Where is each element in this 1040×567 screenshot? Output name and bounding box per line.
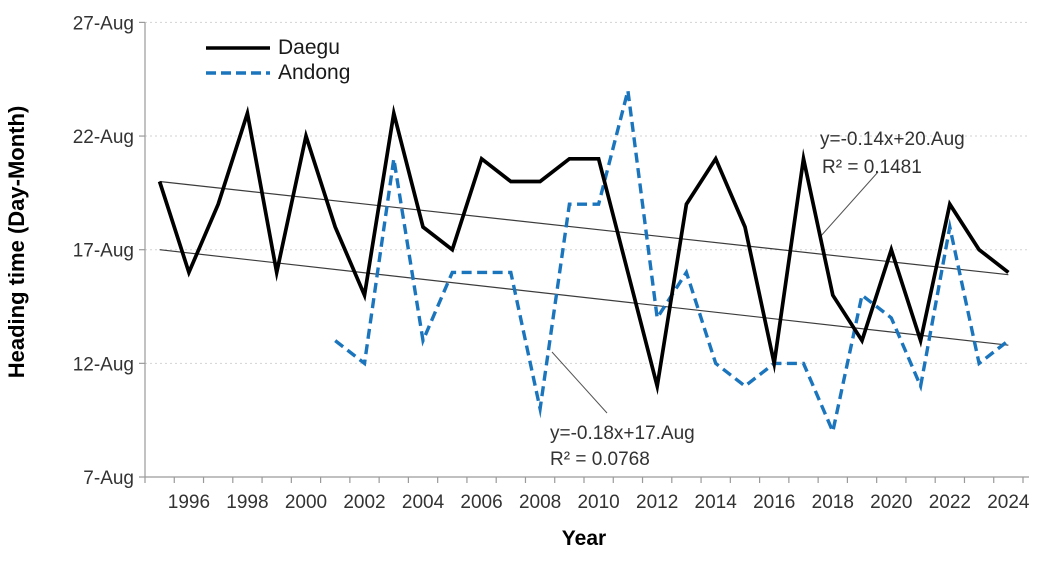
series-line-daegu <box>157 104 1010 396</box>
y-tick-label-12-Aug: 12-Aug <box>73 354 134 375</box>
trendline-equation-andong: y=-0.18x+17.Aug <box>550 423 695 444</box>
x-tick-label-2008: 2008 <box>519 492 561 513</box>
annotation-leader-line-andong <box>551 351 608 414</box>
y-tick-label-22-Aug: 22-Aug <box>73 127 134 148</box>
y-tick-label-7-Aug: 7-Aug <box>83 468 134 489</box>
trendline-andong <box>159 249 1009 346</box>
x-tick-label-2014: 2014 <box>695 492 738 513</box>
x-tick-label-2022: 2022 <box>929 492 971 513</box>
x-tick-label-2006: 2006 <box>460 492 502 513</box>
legend-item-daegu: Daegu <box>205 35 350 60</box>
legend-label-daegu: Daegu <box>278 36 340 59</box>
legend: Daegu Andong <box>205 35 350 85</box>
legend-swatch-andong <box>206 70 270 75</box>
y-tick-label-27-Aug: 27-Aug <box>73 13 134 34</box>
y-axis-title: Heading time (Day-Month) <box>4 105 29 379</box>
x-tick-label-2012: 2012 <box>636 492 678 513</box>
x-tick-label-2020: 2020 <box>870 492 912 513</box>
trendline-equation-daegu: y=-0.14x+20.Aug <box>820 129 965 150</box>
x-tick-label-2004: 2004 <box>402 492 445 513</box>
x-tick-label-2024: 2024 <box>987 492 1030 513</box>
x-tick-label-2016: 2016 <box>753 492 795 513</box>
trendline-r2-daegu: R² = 0.1481 <box>822 157 922 178</box>
x-tick-label-2018: 2018 <box>812 492 854 513</box>
legend-label-andong: Andong <box>278 61 351 84</box>
x-tick-label-1996: 1996 <box>168 492 210 513</box>
legend-item-andong: Andong <box>205 60 350 85</box>
x-tick-label-2010: 2010 <box>577 492 619 513</box>
y-tick-label-17-Aug: 17-Aug <box>73 241 134 262</box>
x-axis-title: Year <box>561 527 607 550</box>
x-tick-label-2000: 2000 <box>285 492 327 513</box>
annotation-leader-line-daegu <box>819 171 879 238</box>
trendline-r2-andong: R² = 0.0768 <box>550 449 650 470</box>
x-tick-label-2002: 2002 <box>343 492 385 513</box>
legend-swatch-daegu <box>206 45 270 50</box>
x-tick-label-1998: 1998 <box>226 492 268 513</box>
trendline-daegu <box>159 180 1009 276</box>
